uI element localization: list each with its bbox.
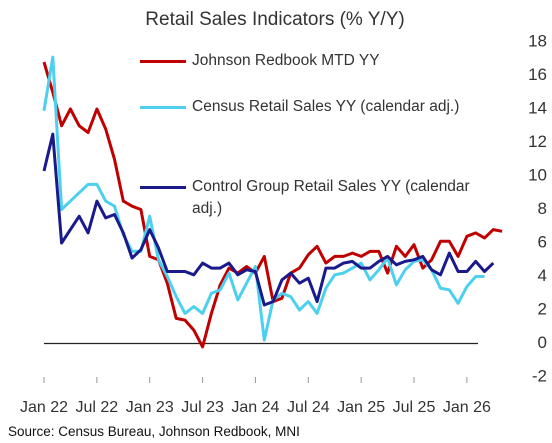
line-series [42,132,495,307]
y-tick-label: 8 [538,199,547,218]
x-tick-label: Jan 26 [443,399,491,416]
legend-label: Control Group Retail Sales YY (calendar … [192,178,470,217]
legend-entry: Johnson Redbook MTD YY [140,50,492,72]
y-tick-label: 2 [538,299,547,318]
chart-title: Retail Sales Indicators (% Y/Y) [145,9,404,30]
legend-label: Johnson Redbook MTD YY [192,52,380,69]
legend-entry: Control Group Retail Sales YY (calendar … [140,176,492,220]
x-tick-label: Jul 22 [76,399,119,416]
y-tick-label: 10 [528,165,547,184]
x-tick-label: Jan 25 [337,399,385,416]
legend-swatch [140,60,186,63]
x-tick-label: Jan 23 [126,399,174,416]
line-series [42,55,485,342]
y-tick-label: 18 [528,31,547,50]
y-tick-label: 0 [538,333,547,352]
x-tick-label: Jan 22 [20,399,68,416]
y-tick-label: -2 [532,366,547,385]
y-tick-label: 4 [538,266,547,285]
y-tick-label: 16 [528,65,547,84]
y-tick-label: 12 [528,132,547,151]
legend-swatch [140,186,186,189]
legend-entry: Census Retail Sales YY (calendar adj.) [140,96,492,118]
y-tick-label: 6 [538,232,547,251]
legend-swatch [140,106,186,109]
x-tick-label: Jul 25 [393,399,436,416]
x-tick-label: Jul 23 [181,399,224,416]
y-tick-label: 14 [528,98,547,117]
source-note: Source: Census Bureau, Johnson Redbook, … [8,424,300,439]
x-tick-label: Jul 24 [287,399,330,416]
x-tick-label: Jan 24 [231,399,279,416]
legend-label: Census Retail Sales YY (calendar adj.) [192,98,460,115]
